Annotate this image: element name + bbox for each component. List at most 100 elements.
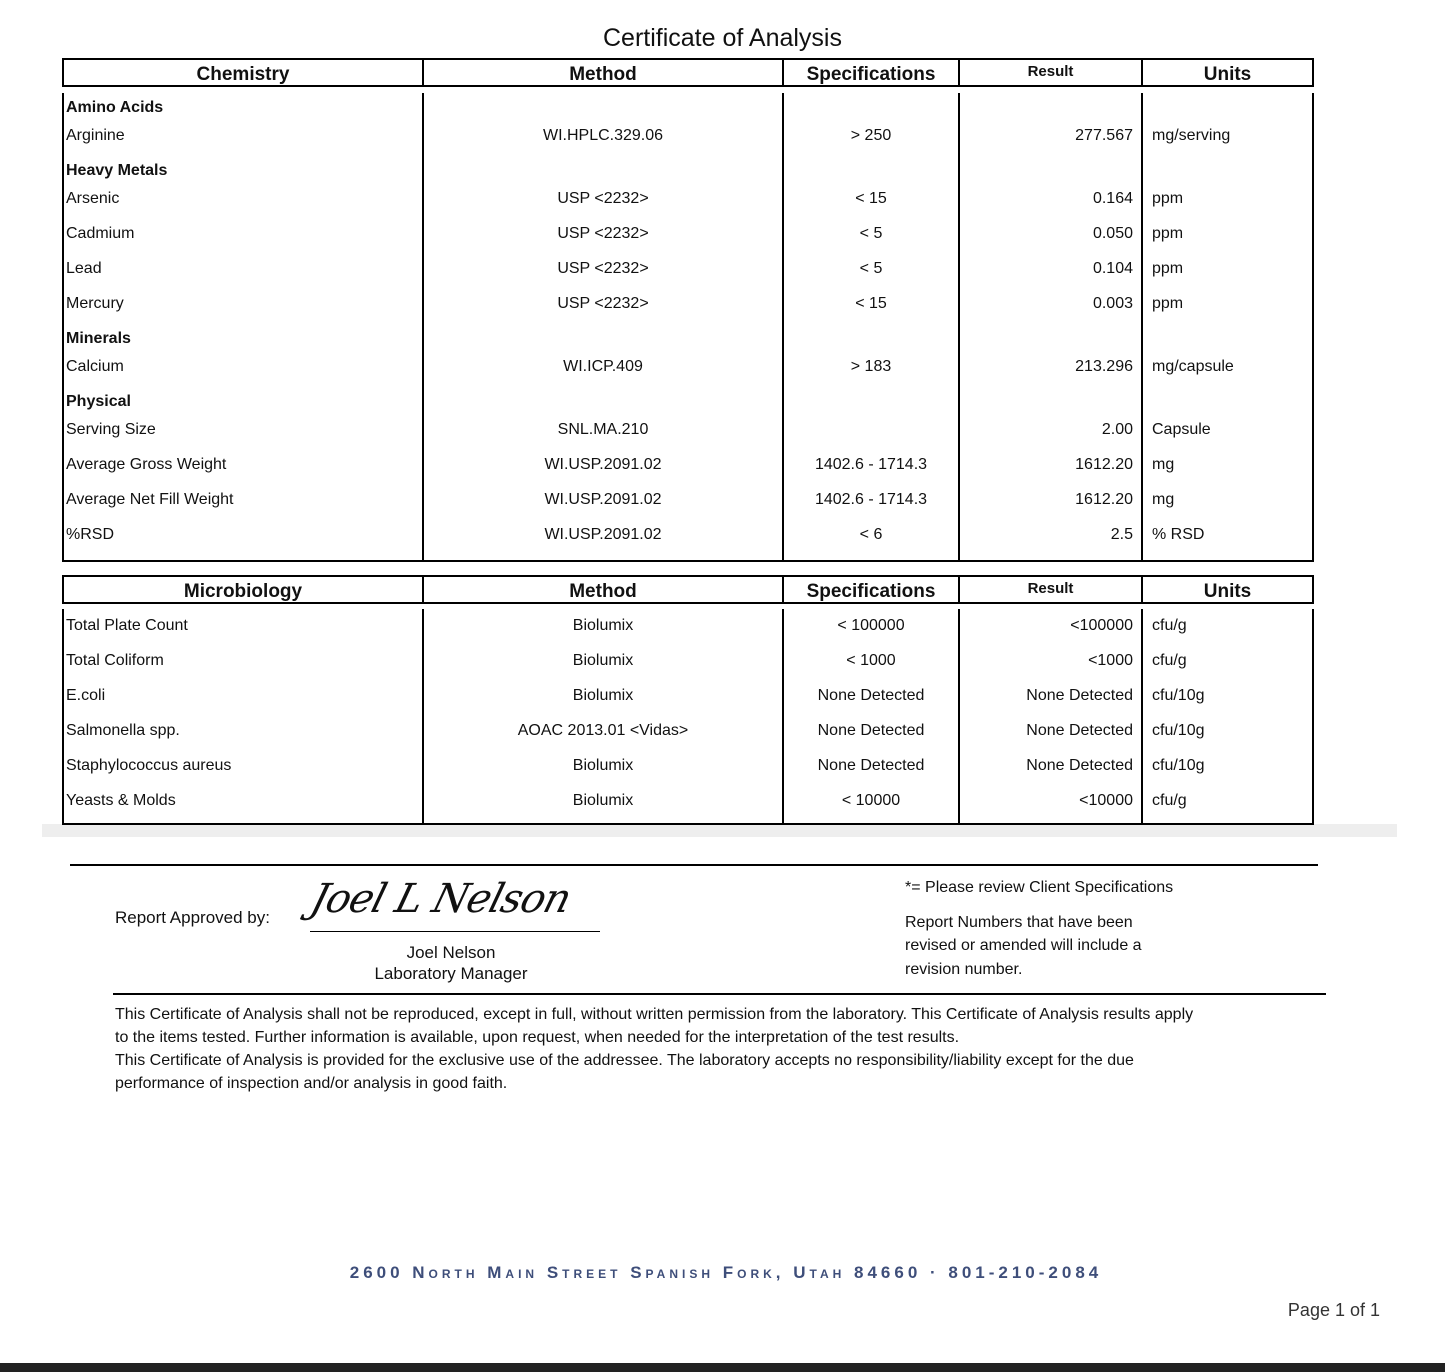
cell: USP <2232> bbox=[557, 295, 649, 312]
cell: Lead bbox=[66, 260, 102, 277]
table-line bbox=[782, 93, 784, 560]
table-line bbox=[62, 609, 64, 823]
cell: <1000 bbox=[1088, 652, 1133, 669]
table-line bbox=[1141, 58, 1143, 87]
cell: SNL.MA.210 bbox=[557, 421, 649, 438]
table-line bbox=[1312, 58, 1314, 87]
table-line bbox=[1312, 575, 1314, 604]
table-line bbox=[782, 575, 784, 604]
table-line bbox=[1141, 609, 1143, 823]
table-line bbox=[62, 85, 1314, 87]
cell: Biolumix bbox=[572, 687, 634, 704]
column-header: Specifications bbox=[806, 581, 936, 602]
column-header: Method bbox=[569, 64, 637, 85]
cell: < 10000 bbox=[841, 792, 901, 809]
disclaimer-line: This Certificate of Analysis is provided… bbox=[115, 1052, 1134, 1069]
table-line bbox=[62, 575, 1314, 577]
cell: % RSD bbox=[1152, 526, 1205, 543]
cell: None Detected bbox=[1026, 687, 1133, 704]
cell: AOAC 2013.01 <Vidas> bbox=[517, 722, 689, 739]
cell: USP <2232> bbox=[557, 225, 649, 242]
cell: mg bbox=[1152, 456, 1175, 473]
cell: ppm bbox=[1152, 190, 1184, 207]
cell: < 5 bbox=[859, 225, 883, 242]
group-label: Amino Acids bbox=[66, 99, 164, 116]
cell: 1402.6 - 1714.3 bbox=[814, 456, 928, 473]
cell: USP <2232> bbox=[557, 190, 649, 207]
table-line bbox=[1312, 93, 1314, 560]
band bbox=[42, 824, 1397, 837]
disclaimer-line: to the items tested. Further information… bbox=[115, 1029, 960, 1046]
cell: < 6 bbox=[859, 526, 883, 543]
cell: Staphylococcus aureus bbox=[66, 757, 232, 774]
table-line bbox=[62, 58, 64, 87]
cell: <10000 bbox=[1079, 792, 1133, 809]
cell: WI.USP.2091.02 bbox=[544, 456, 662, 473]
cell: Cadmium bbox=[66, 225, 135, 242]
note: *= Please review Client Specifications bbox=[905, 879, 1174, 896]
cell: < 15 bbox=[855, 295, 887, 312]
cell: WI.HPLC.329.06 bbox=[542, 127, 664, 144]
cell: ppm bbox=[1152, 295, 1184, 312]
note: Report Numbers that have been bbox=[905, 913, 1133, 931]
table-line bbox=[1141, 575, 1143, 604]
table-line bbox=[1141, 93, 1143, 560]
table-line bbox=[958, 58, 960, 87]
approved-label: Report Approved by: bbox=[115, 908, 270, 927]
cell: ppm bbox=[1152, 260, 1184, 277]
cell: Yeasts & Molds bbox=[66, 792, 176, 809]
cell: 1402.6 - 1714.3 bbox=[814, 491, 928, 508]
cell: 0.164 bbox=[1092, 190, 1133, 207]
table-line bbox=[62, 575, 64, 604]
column-header: Method bbox=[569, 581, 637, 602]
cell: Biolumix bbox=[572, 757, 634, 774]
cell: Salmonella spp. bbox=[66, 722, 180, 739]
cell: 1612.20 bbox=[1075, 491, 1133, 508]
cell: mg/capsule bbox=[1152, 358, 1234, 375]
cell: %RSD bbox=[66, 526, 115, 543]
cell: cfu/10g bbox=[1152, 687, 1205, 704]
column-header: Units bbox=[1203, 581, 1252, 602]
disclaimer-line: This Certificate of Analysis shall not b… bbox=[115, 1006, 1194, 1023]
cell: < 1000 bbox=[846, 652, 896, 669]
cell: Total Coliform bbox=[66, 652, 164, 669]
cell: None Detected bbox=[817, 722, 925, 739]
table-line bbox=[62, 58, 1314, 60]
cell: Mercury bbox=[66, 295, 124, 312]
cell: Total Plate Count bbox=[66, 617, 188, 634]
cell: 0.104 bbox=[1092, 260, 1133, 277]
cell: > 183 bbox=[850, 358, 892, 375]
cell: 1612.20 bbox=[1075, 456, 1133, 473]
table-line bbox=[422, 58, 424, 87]
cell: None Detected bbox=[1026, 757, 1133, 774]
cell: WI.USP.2091.02 bbox=[544, 491, 662, 508]
table-line bbox=[958, 609, 960, 823]
page-number: Page 1 of 1 bbox=[1287, 1300, 1380, 1320]
cell: 0.050 bbox=[1092, 225, 1133, 242]
cell: Serving Size bbox=[66, 421, 156, 438]
cell: Arsenic bbox=[66, 190, 120, 207]
cell: Average Net Fill Weight bbox=[66, 491, 234, 508]
approver-role: Laboratory Manager bbox=[374, 964, 528, 983]
column-header: Specifications bbox=[806, 64, 936, 85]
table-line bbox=[62, 602, 1314, 604]
cell: Calcium bbox=[66, 358, 124, 375]
note: revision number. bbox=[905, 960, 1023, 978]
cell: 2.5 bbox=[1110, 526, 1133, 543]
title: Certificate of Analysis bbox=[603, 24, 842, 52]
cell: cfu/g bbox=[1152, 617, 1187, 634]
table-line bbox=[782, 609, 784, 823]
signature: Joel L Nelson bbox=[305, 876, 576, 922]
cell: 2.00 bbox=[1101, 421, 1133, 438]
cell: ppm bbox=[1152, 225, 1184, 242]
approver-name: Joel Nelson bbox=[406, 943, 496, 962]
column-header: Result bbox=[1027, 63, 1074, 80]
table-line bbox=[958, 93, 960, 560]
cell: Biolumix bbox=[572, 652, 634, 669]
cell: WI.USP.2091.02 bbox=[544, 526, 662, 543]
cell: Average Gross Weight bbox=[66, 456, 227, 473]
cell: > 250 bbox=[850, 127, 892, 144]
table-line bbox=[62, 560, 1314, 562]
cell: None Detected bbox=[1026, 722, 1133, 739]
table-line bbox=[422, 575, 424, 604]
